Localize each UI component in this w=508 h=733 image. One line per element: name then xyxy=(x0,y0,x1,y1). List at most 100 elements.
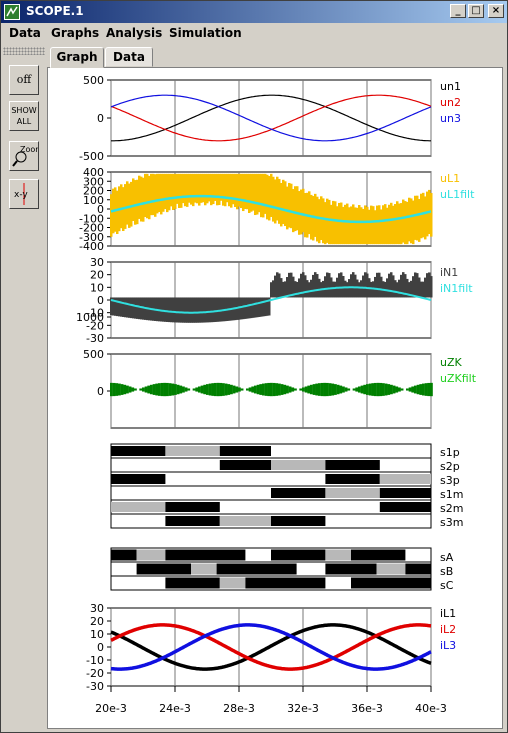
uZK-band xyxy=(387,384,391,395)
iN1-band xyxy=(256,297,259,318)
uL1-band xyxy=(324,202,327,245)
x-tick-label-36e-3: 36e-3 xyxy=(351,702,383,715)
uL1-band xyxy=(318,199,321,244)
switch-pulse xyxy=(271,488,326,498)
graph-6-legend-iL1: iL1 xyxy=(440,607,456,620)
tab-data[interactable]: Data xyxy=(105,47,153,67)
uL1-band xyxy=(150,173,153,216)
iN1-band xyxy=(286,277,289,298)
iN1-band xyxy=(308,282,311,298)
uZK-band xyxy=(256,384,260,395)
uL1-band xyxy=(374,210,377,245)
uL1-band xyxy=(182,173,185,204)
show-all-button[interactable]: SHOW ALL xyxy=(9,101,39,131)
iN1-band xyxy=(426,273,429,298)
maximize-icon[interactable]: □ xyxy=(468,4,484,18)
uZK-band xyxy=(371,383,375,396)
graph-3-legend-uZKfilt: uZKfilt xyxy=(440,372,477,385)
uL1-band xyxy=(344,204,347,245)
uZK-band xyxy=(326,382,329,397)
iN1-band xyxy=(396,282,399,298)
uL1-band xyxy=(144,173,147,218)
iN1-band xyxy=(420,281,423,298)
graph-6-ytick-label: 30 xyxy=(90,602,104,615)
uL1-band xyxy=(200,173,203,203)
uL1-band xyxy=(260,173,263,218)
graph-3-legend-uZK: uZK xyxy=(440,356,463,369)
uL1-band xyxy=(316,196,319,242)
uL1-band xyxy=(296,186,299,231)
menu-simulation[interactable]: Simulation xyxy=(169,26,242,40)
uZK-band xyxy=(382,383,385,396)
uZK-band xyxy=(123,384,127,395)
uZK-band xyxy=(246,388,249,391)
switch-pulse xyxy=(271,516,326,526)
uZK-band xyxy=(208,383,212,396)
uZK-band xyxy=(150,384,153,395)
menu-bar: Data Graphs Analysis Simulation xyxy=(1,23,507,45)
iN1-band xyxy=(208,297,211,323)
iN1-band xyxy=(112,297,115,316)
state-pulse xyxy=(245,577,326,589)
uZK-band xyxy=(166,382,169,397)
uL1-band xyxy=(142,177,145,222)
uL1-band xyxy=(216,173,219,206)
graph-3-ytick-label: 0 xyxy=(97,385,104,398)
iN1-band xyxy=(298,278,301,298)
scope-plot[interactable]: 5000-500un1un2un34003002001000-100-200-3… xyxy=(48,68,502,728)
xy-button[interactable]: x-y xyxy=(9,179,39,209)
toolbar-grip[interactable] xyxy=(3,47,45,55)
graph-0-legend-un3: un3 xyxy=(440,112,461,125)
menu-data[interactable]: Data xyxy=(9,26,41,40)
graph-2-legend-iN1filt: iN1filt xyxy=(440,282,473,295)
graph-5-legend-sC: sC xyxy=(440,579,454,592)
switch-pulse xyxy=(325,488,380,498)
uL1-band xyxy=(186,173,189,207)
menu-analysis[interactable]: Analysis xyxy=(106,26,163,40)
menu-graphs[interactable]: Graphs xyxy=(51,26,100,40)
uL1-band xyxy=(206,173,209,204)
uZK-band xyxy=(294,388,297,391)
title-bar[interactable]: SCOPE.1 _ □ × xyxy=(1,1,507,23)
uZK-band xyxy=(254,385,257,394)
iN1-band xyxy=(246,297,249,319)
iN1-band xyxy=(326,272,329,298)
uZK-band xyxy=(267,382,271,397)
uL1-band xyxy=(246,173,249,210)
uL1-band xyxy=(162,173,165,212)
uZK-band xyxy=(323,382,327,397)
iN1-band xyxy=(190,297,193,323)
tab-graph[interactable]: Graph xyxy=(50,47,104,68)
zoom-button[interactable]: Zoom xyxy=(9,141,43,171)
uL1-band xyxy=(272,176,275,222)
un3-series xyxy=(110,94,432,142)
graph-0-legend-un1: un1 xyxy=(440,80,461,93)
uZK-band xyxy=(424,383,428,396)
graph-1-ytick-label: 200 xyxy=(83,185,104,198)
minimize-icon[interactable]: _ xyxy=(450,4,466,18)
iN1-band xyxy=(394,280,397,298)
uZK-band xyxy=(352,388,356,391)
close-icon[interactable]: × xyxy=(488,4,504,18)
iN1filt-series xyxy=(110,286,432,314)
graph-4-legend-s2m: s2m xyxy=(440,502,463,515)
uL1-band xyxy=(302,188,305,233)
uZK-band xyxy=(331,383,335,396)
graph-1-ytick-label: -400 xyxy=(79,240,104,253)
iN1-band xyxy=(306,280,309,298)
uL1-band xyxy=(244,173,247,210)
uZK-band xyxy=(339,385,343,394)
iN1-band xyxy=(400,274,403,298)
graph-5-legend-sB: sB xyxy=(440,565,453,578)
uL1-band xyxy=(390,202,393,245)
off-button[interactable]: off xyxy=(9,65,39,95)
uZK-band xyxy=(278,383,281,396)
graph-2-ytick-label: -30 xyxy=(86,332,104,345)
uZK-band xyxy=(264,383,268,396)
uL1-band xyxy=(336,206,339,245)
uL1-band xyxy=(330,204,333,245)
iN1-band xyxy=(114,297,117,316)
uZK-band xyxy=(139,388,143,391)
iN1-band xyxy=(404,274,407,298)
iN1-band xyxy=(362,275,365,298)
